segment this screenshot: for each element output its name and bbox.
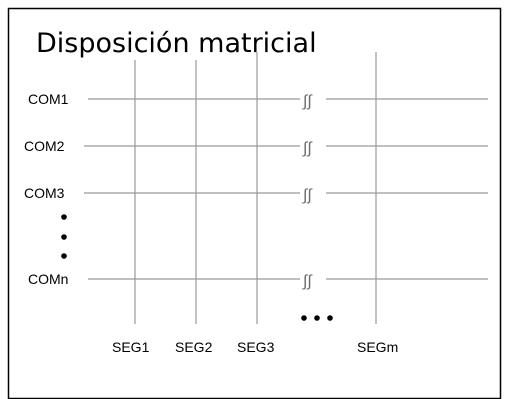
seg-lines xyxy=(134,52,377,324)
break-mark-1: ∫∫ xyxy=(302,93,313,110)
break-mark-n: ∫∫ xyxy=(302,273,313,290)
seg-label-1: SEG1 xyxy=(112,339,150,355)
seg-label-2: SEG2 xyxy=(175,339,213,355)
com-labels: COM1 COM2 COM3 COMn xyxy=(24,91,69,287)
com-label-1: COM1 xyxy=(28,91,69,107)
com-label-n: COMn xyxy=(28,271,68,287)
seg-label-3: SEG3 xyxy=(237,339,275,355)
seg-ellipsis xyxy=(301,315,333,321)
break-mark-3: ∫∫ xyxy=(302,187,313,204)
com-label-2: COM2 xyxy=(24,138,65,154)
com-ellipsis xyxy=(61,214,67,259)
diagram-frame xyxy=(7,7,502,399)
break-marks: ∫∫ ∫∫ ∫∫ ∫∫ xyxy=(300,89,326,290)
com-label-3: COM3 xyxy=(24,185,65,201)
diagram-title: Disposición matricial xyxy=(36,28,317,59)
seg-labels: SEG1 SEG2 SEG3 SEGm xyxy=(112,339,398,355)
com-lines xyxy=(84,98,488,280)
break-mark-2: ∫∫ xyxy=(302,140,313,157)
seg-label-m: SEGm xyxy=(357,339,398,355)
